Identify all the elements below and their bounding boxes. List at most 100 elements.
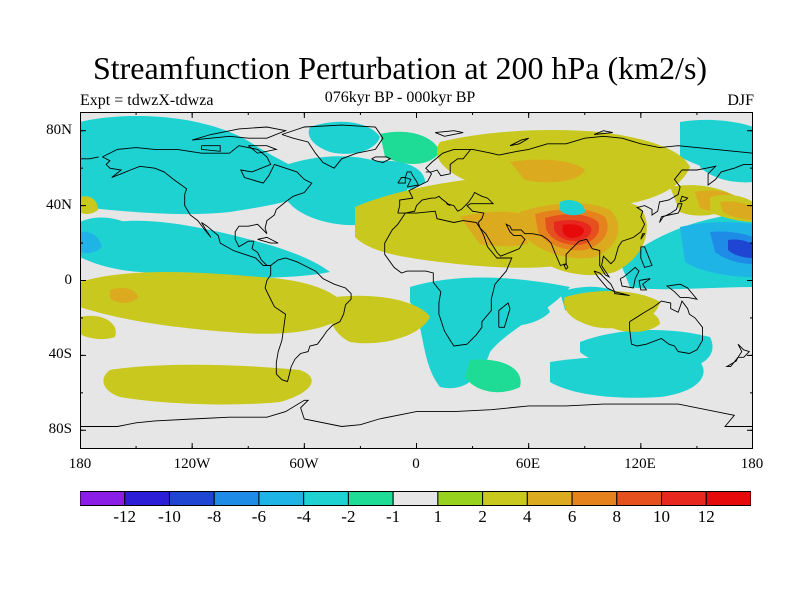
lon-label-180e: 180 [740, 456, 764, 472]
coastline [619, 266, 640, 289]
lat-label-40s: 40S [48, 346, 72, 362]
contour-region [380, 131, 440, 164]
coastline [725, 357, 739, 368]
contour-region [568, 226, 579, 235]
colorbar-label: -8 [207, 507, 222, 526]
coastline [281, 124, 384, 169]
colorbar-box [392, 491, 439, 506]
contour-region [720, 201, 753, 220]
colorbar-box [482, 491, 528, 506]
coastline [397, 177, 406, 184]
coastline [404, 171, 420, 188]
coastline [102, 145, 313, 266]
lat-label-80n: 80N [46, 122, 72, 138]
contour-region [560, 200, 585, 216]
colorbar-box [80, 491, 126, 506]
colorbar-box [661, 491, 707, 506]
contour-region [510, 159, 585, 183]
colorbar-label: -10 [158, 507, 181, 526]
coastline [593, 130, 613, 135]
colorbar-label: -2 [341, 507, 356, 526]
contour-region [330, 295, 430, 344]
map-frame [80, 112, 753, 449]
coastline [563, 262, 569, 270]
colorbar-box [213, 491, 260, 506]
coastline [640, 246, 653, 268]
coastline [80, 399, 753, 427]
colorbar-box [526, 491, 573, 506]
colorbar-label: 10 [653, 507, 670, 526]
contour-region [80, 196, 98, 214]
contour-region [728, 239, 753, 258]
colorbar-label: 6 [567, 507, 577, 526]
contour-region [550, 357, 704, 398]
contour-region [80, 116, 320, 215]
coastline [659, 203, 683, 223]
coastline [640, 233, 646, 240]
coastline [638, 278, 651, 291]
colorbar-box [303, 491, 349, 506]
colorbar-label: 4 [523, 507, 532, 526]
contour-region [465, 359, 521, 393]
contour-region [80, 220, 330, 278]
coastline [629, 300, 703, 354]
coastline [371, 156, 392, 163]
lat-label-40n: 40N [46, 197, 72, 213]
experiment-label: Expt = tdwzX-tdwza [80, 92, 214, 109]
coastline [665, 283, 699, 300]
contour-region [190, 376, 270, 394]
coastline [192, 126, 288, 141]
colorbar-box [616, 491, 663, 506]
lon-label-180w: 180 [68, 456, 92, 472]
lon-label-0: 0 [412, 456, 420, 472]
coastline [614, 291, 630, 296]
coastline [257, 236, 279, 244]
coastline [384, 210, 513, 347]
coastline [435, 130, 464, 137]
contour-region [80, 148, 109, 178]
coastline [425, 149, 472, 177]
coastline [397, 163, 753, 278]
colorbar-label: 1 [433, 507, 443, 526]
colorbar-box [437, 491, 484, 506]
contour-region [700, 146, 753, 183]
contour-region [220, 291, 330, 321]
colorbar [80, 491, 751, 506]
coastline [264, 257, 352, 383]
season-label: DJF [727, 92, 754, 109]
coastline [679, 195, 689, 203]
contour-region [370, 160, 425, 191]
coastline [80, 156, 99, 160]
streamfunction-field [80, 116, 753, 405]
colorbar-box [347, 491, 394, 506]
lat-label-0: 0 [64, 272, 73, 288]
colorbar-label: 12 [697, 507, 715, 526]
colorbar-label: 8 [612, 507, 622, 526]
lon-label-60w: 60W [289, 456, 319, 472]
coastline [737, 343, 751, 358]
lon-label-60e: 60E [515, 456, 541, 472]
colorbar-label: -6 [251, 507, 266, 526]
map-plot [80, 112, 753, 449]
colorbar-label: 2 [478, 507, 487, 526]
contour-region [80, 315, 116, 340]
coastline [509, 137, 529, 147]
coastline [498, 302, 511, 328]
colorbar-box [124, 491, 170, 506]
colorbar-box [168, 491, 215, 506]
period-label: 076kyr BP - 000kyr BP [324, 89, 476, 106]
contour-region [80, 231, 102, 254]
colorbar-label: -4 [296, 507, 311, 526]
lat-label-80s: 80S [48, 421, 72, 437]
contour-region [110, 287, 138, 303]
coastline [397, 135, 753, 214]
coastline [248, 145, 278, 154]
plot-title: Streamfunction Perturbation at 200 hPa (… [92, 50, 708, 86]
lon-label-120w: 120W [173, 456, 211, 472]
colorbar-box [571, 491, 618, 506]
contour-region [308, 121, 380, 154]
colorbar-label: -12 [113, 507, 137, 526]
coastline [201, 145, 221, 152]
lon-label-120e: 120E [624, 456, 656, 472]
colorbar-box [258, 491, 305, 506]
